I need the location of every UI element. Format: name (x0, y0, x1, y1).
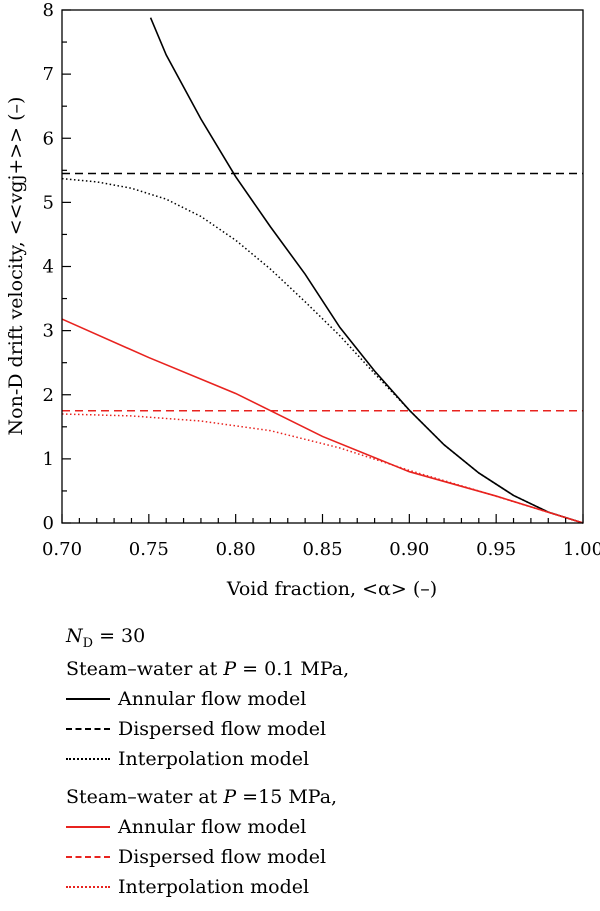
legend-label: Interpolation model (118, 748, 310, 770)
series-line-0 (149, 17, 584, 524)
x-tick-label: 0.90 (389, 539, 429, 560)
y-tick-label: 0 (43, 513, 54, 534)
legend-item: Dispersed flow model (66, 714, 566, 744)
legend-label: Dispersed flow model (118, 846, 327, 868)
legend-item: Annular flow model (66, 684, 566, 714)
legend-group-title: Steam–water at P =15 MPa, (66, 786, 338, 808)
legend-swatch (66, 826, 110, 828)
x-axis-label: Void fraction, <α> (–) (226, 578, 437, 600)
y-tick-label: 7 (43, 64, 54, 85)
legend-label: Annular flow model (118, 816, 307, 838)
legend-item: Annular flow model (66, 812, 566, 842)
legend-item: Interpolation model (66, 744, 566, 774)
y-tick-label: 8 (43, 0, 54, 21)
y-tick-label: 1 (43, 449, 54, 470)
series-line-5 (61, 413, 584, 524)
y-axis-label: Non-D drift velocity, <<vgj+>> (–) (5, 97, 27, 436)
legend-item: Interpolation model (66, 872, 566, 902)
legend-label: Annular flow model (118, 688, 307, 710)
legend-swatch (66, 886, 110, 888)
chart: 0.70 0.75 0.80 0.85 0.90 0.95 1.00 0 1 2 3 4 5 6 7 8 Vo… (5, 0, 600, 600)
legend-group-1: Steam–water at P =15 MPa, Annular flow mo… (66, 782, 566, 902)
y-tick-label: 6 (43, 128, 54, 149)
y-tick-label: 4 (43, 257, 54, 278)
legend-swatch (66, 698, 110, 700)
legend-swatch (66, 758, 110, 760)
legend-groups: Steam–water at P = 0.1 MPa, Annular flow … (66, 654, 566, 902)
series-line-3 (61, 318, 584, 524)
y-tick-label: 2 (43, 385, 54, 406)
x-tick-label: 0.80 (216, 539, 256, 560)
x-tick-label: 0.70 (42, 539, 82, 560)
series-line-2 (61, 177, 584, 524)
legend-item: Dispersed flow model (66, 842, 566, 872)
x-tick-label: 1.00 (563, 539, 600, 560)
legend-swatch (66, 856, 110, 858)
chart-marks: 0.70 0.75 0.80 0.85 0.90 0.95 1.00 0 1 2 3 4 5 6 7 8 (42, 0, 600, 560)
legend-group-title: Steam–water at P = 0.1 MPa, (66, 658, 350, 680)
y-tick-label: 3 (43, 321, 54, 342)
legend-label: Interpolation model (118, 876, 310, 898)
y-tick-label: 5 (43, 192, 54, 213)
plot-frame (61, 9, 584, 524)
legend-label: Dispersed flow model (118, 718, 327, 740)
legend-swatch (66, 728, 110, 730)
x-tick-label: 0.95 (476, 539, 516, 560)
nd-label: ND = 30 (66, 625, 146, 651)
x-tick-label: 0.85 (302, 539, 342, 560)
legend: ND = 30 Steam–water at P = 0.1 MPa, Annul… (66, 620, 566, 910)
legend-group-0: Steam–water at P = 0.1 MPa, Annular flow … (66, 654, 566, 774)
x-tick-label: 0.75 (129, 539, 169, 560)
